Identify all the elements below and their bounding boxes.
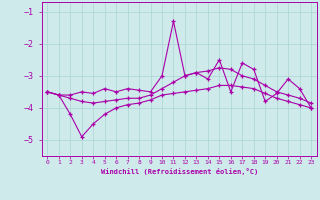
X-axis label: Windchill (Refroidissement éolien,°C): Windchill (Refroidissement éolien,°C) xyxy=(100,168,258,175)
